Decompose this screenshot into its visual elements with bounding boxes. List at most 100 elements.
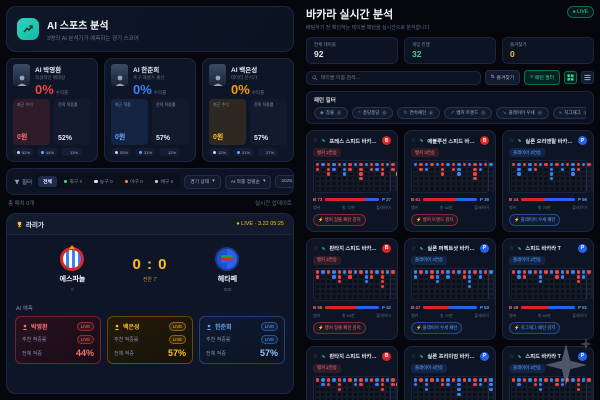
pattern-chip[interactable]: ↗ 뱅커 트렌드 0 — [444, 107, 493, 119]
rate-suffix: 수익률 — [153, 90, 167, 95]
streak-tag: 플레이어 4연승 — [411, 363, 447, 373]
roadmap-grid — [411, 375, 495, 400]
prediction-cards: 박영환 LIVE 추천 적중률 LIVE 전체 적중 44% — [7, 316, 293, 372]
stat-badge: 31% — [233, 148, 255, 156]
favorite-star-icon[interactable]: ☆ — [313, 353, 319, 360]
banker-dot — [576, 270, 581, 274]
banker-dot — [348, 162, 352, 167]
player-dot — [364, 378, 368, 382]
favorite-star-icon[interactable]: ☆ — [509, 353, 515, 360]
baccarat-table-card[interactable]: ☆ 스피드 바카라 T P 플레이어 3연승 B 46 P 54 뱅커 총 — [502, 345, 594, 400]
date-from-input[interactable]: 2025.03.22 — [275, 175, 293, 188]
ratio-bar — [423, 197, 478, 201]
baccarat-table-card[interactable]: ☆ 실론 오리엔탈 바카라 C P 플레이어 3연승 B 44 P 56 뱅커 — [502, 130, 594, 232]
list-view-button[interactable] — [581, 71, 594, 84]
baccarat-table-card[interactable]: ☆ 실론 퍼펙트샷 바카라 A P 플레이어 3연승 B 47 P 53 뱅커 — [404, 237, 496, 340]
player-dot — [494, 392, 495, 397]
baccarat-table-card[interactable]: ☆ 판타지 스피드 바카라 B B 뱅커 2연승 B 58 P 42 뱅커 — [306, 237, 398, 340]
analyst-photo — [111, 64, 128, 86]
streak-tag: 플레이어 3연승 — [411, 255, 447, 265]
pattern-filter-button[interactable]: ≡ 패턴 필터 — [524, 70, 560, 85]
favorite-star-icon[interactable]: ☆ — [313, 245, 319, 252]
prediction-card[interactable]: 한준희 LIVE 추천 적중률 LIVE 전체 적중 57% — [199, 316, 285, 364]
favorite-star-icon[interactable]: ☆ — [509, 138, 515, 144]
stat-box: 즐겨찾기 0 — [502, 37, 594, 64]
player-dot — [494, 387, 495, 392]
roadmap-grid — [313, 267, 397, 301]
player-dot — [353, 383, 358, 387]
player-dot — [538, 162, 543, 167]
refresh-label[interactable]: 실시간 업데이트 — [255, 201, 292, 207]
baccarat-table-card[interactable]: ☆ 스피드 바카라 T P 플레이어 2연승 B 49 P 51 뱅커 총 — [502, 237, 594, 340]
baccarat-table-card[interactable]: ☆ 실론 프리미엄 바카라 A P 플레이어 4연승 B 43 P 57 뱅커 — [404, 345, 496, 400]
sport-tab[interactable]: 야구 0 — [120, 176, 148, 187]
banker-dot — [359, 378, 363, 382]
player-dot — [478, 275, 483, 279]
total-rounds-label: 총 72판 — [341, 204, 355, 210]
player-dot — [560, 162, 564, 167]
player-dot — [517, 383, 521, 387]
badge-dot-icon — [65, 151, 68, 154]
banker-dot — [369, 378, 374, 382]
sport-tab[interactable]: 축구 0 — [59, 176, 87, 187]
sport-tab[interactable]: 전체 — [38, 176, 57, 187]
search-input[interactable] — [320, 74, 475, 81]
player-dot — [375, 270, 379, 274]
player-dot — [457, 162, 461, 167]
player-count-label: P 56 — [578, 196, 587, 202]
roadmap-grid — [313, 375, 397, 400]
player-dot — [478, 270, 483, 274]
player-dot — [424, 383, 429, 387]
favorite-star-icon[interactable]: ☆ — [509, 245, 515, 252]
player-dot — [414, 275, 418, 279]
analyst-card[interactable]: AI 한준희 축구 해설가 출신 0% 수익률 최근 적중 0원 전적 적중률 5… — [104, 58, 196, 162]
prediction-card[interactable]: 박영환 LIVE 추천 적중률 LIVE 전체 적중 44% — [15, 316, 101, 364]
baccarat-table-card[interactable]: ☆ 에볼루션 스피드 바카라 A B 뱅커 3연승 B 61 P 39 뱅커 — [404, 130, 496, 232]
analyst-card[interactable]: AI 백은성 데이터 분석가 0% 수익률 최근 수익 0원 전적 적중률 57% — [202, 58, 294, 162]
baccarat-table-card[interactable]: ☆ 판타지 스피드 바카라 B B 뱅커 2연승 B 55 P 45 뱅커 — [306, 345, 398, 400]
banker-count-label: B 47 — [411, 304, 421, 310]
favorite-star-icon[interactable]: ☆ — [411, 138, 417, 144]
player-dot — [435, 280, 439, 284]
recent-profit-box: 최근 수익 0원 — [13, 99, 50, 145]
sort-select[interactable]: AI 적중 정렬순 ▾ — [224, 174, 272, 189]
pattern-chip[interactable]: ∞ 지그재그 0 — [552, 107, 586, 119]
match-status: 전반 7' — [142, 277, 158, 283]
baccarat-table-card[interactable]: ☆ 프레스 스피드 바카라 6 B 뱅커 2연승 B 73 P 27 뱅커 — [306, 130, 398, 232]
pattern-chip[interactable]: ◆ 장줄 0 — [314, 107, 349, 119]
favorite-star-icon[interactable]: ☆ — [411, 353, 417, 360]
banker-dot — [380, 378, 385, 382]
sport-tab[interactable]: 농구 0 — [89, 176, 117, 187]
last-result-badge: B — [382, 136, 391, 145]
analyst-card[interactable]: AI 박영환 직설적인 베테랑 0% 수익률 최근 수익 0원 전적 적중률 52… — [6, 58, 98, 162]
favorite-star-icon[interactable]: ☆ — [411, 245, 417, 252]
recent-profit-box: 최근 수익 0원 — [209, 99, 246, 145]
stat-box: 전체 테이블 92 — [306, 37, 398, 64]
total-rounds-label: 총 64판 — [341, 312, 355, 318]
banker-dot — [326, 270, 331, 274]
last-result-badge: B — [382, 351, 391, 361]
total-matches-label: 총 매치 0개 — [8, 201, 35, 207]
prediction-card[interactable]: 백은성 LIVE 추천 적중률 LIVE 전체 적중 57% — [107, 316, 193, 364]
grid-icon — [567, 74, 574, 81]
banker-dot — [337, 378, 341, 382]
favorite-star-icon[interactable]: ☆ — [313, 138, 319, 144]
banker-dot — [565, 270, 570, 274]
pattern-chip[interactable]: ≈ 퐁당퐁당 0 — [352, 107, 394, 119]
hit-rate-box: 전적 적중률 57% — [250, 99, 287, 145]
player-dot — [342, 270, 347, 274]
banker-dot — [326, 383, 331, 387]
player-dot — [489, 270, 493, 274]
player-dot — [538, 383, 543, 387]
player-dot — [571, 167, 575, 171]
ratio-bar — [325, 305, 380, 309]
pattern-chip[interactable]: ↘ 플레이어 우세 0 — [496, 107, 549, 119]
player-dot — [489, 162, 493, 167]
sport-tab[interactable]: 배구 0 — [150, 176, 178, 187]
grid-view-button[interactable] — [564, 71, 577, 84]
pattern-chip[interactable]: ↻ 연속패턴 0 — [397, 107, 441, 119]
match-status-select[interactable]: 경기 상태 ▾ — [184, 174, 221, 189]
banker-dot — [565, 378, 570, 382]
favorites-button[interactable]: ⇅ 즐겨찾기 — [484, 70, 521, 85]
table-search[interactable] — [306, 70, 481, 85]
